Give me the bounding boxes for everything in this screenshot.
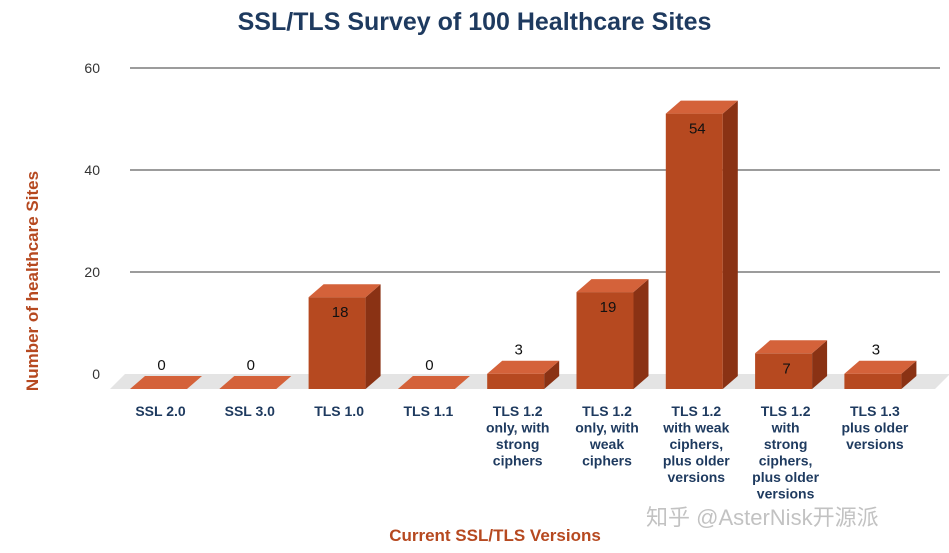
bar-value-label: 0	[247, 357, 255, 374]
bar-top	[130, 376, 202, 389]
x-tick-label-line: TLS 1.1	[404, 403, 454, 419]
x-tick-label: TLS 1.2 only, with weak ciphers	[575, 403, 639, 469]
x-tick-label: SSL 2.0	[135, 403, 186, 419]
x-tick-label-line: TLS 1.2	[493, 403, 543, 419]
x-axis-label: Current SSL/TLS Versions	[389, 526, 601, 545]
bar-top	[308, 284, 381, 298]
x-tick-label-line: only, with	[486, 420, 550, 436]
x-tick-label: TLS 1.0	[314, 403, 364, 419]
bar	[397, 376, 470, 389]
bar-front	[755, 353, 813, 389]
y-tick-label: 0	[92, 366, 100, 382]
bar	[219, 376, 292, 389]
x-tick-label-line: SSL 2.0	[135, 403, 186, 419]
bar-value-label: 7	[782, 360, 790, 377]
x-tick-label-line: TLS 1.2	[761, 403, 811, 419]
x-tick-label-line: plus older	[752, 469, 819, 485]
bar-top	[487, 360, 560, 374]
x-tick-label: TLS 1.2 only, with strong ciphers	[486, 403, 550, 469]
y-tick-label: 20	[84, 264, 100, 280]
bar-value-label: 0	[425, 357, 433, 374]
bar-side	[901, 360, 917, 389]
bar-top	[755, 340, 828, 354]
x-tick-label-line: plus older	[841, 420, 908, 436]
bar-front	[665, 113, 723, 389]
x-tick-label: TLS 1.2 with strong ciphers, plus older versi…	[752, 403, 819, 502]
x-tick-label-line: TLS 1.3	[850, 403, 900, 419]
x-tick-label-line: ciphers	[582, 453, 632, 469]
bar	[487, 360, 560, 389]
bar-value-label: 0	[157, 357, 165, 374]
x-tick-label-line: ciphers	[493, 453, 543, 469]
bar-front	[576, 292, 634, 389]
x-tick-label-line: versions	[757, 486, 815, 502]
x-tick-label: SSL 3.0	[225, 403, 276, 419]
x-tick-label-line: with	[771, 420, 800, 436]
bar-front	[308, 297, 366, 389]
x-tick-label-line: weak	[589, 436, 624, 452]
bar-side	[544, 360, 560, 389]
x-tick-label: TLS 1.2 with weak ciphers, plus older versio…	[662, 403, 730, 485]
x-tick-label-line: TLS 1.2	[582, 403, 632, 419]
x-tick-label: TLS 1.3 plus older versions	[841, 403, 908, 452]
bar	[755, 340, 828, 389]
x-tick-label-line: ciphers,	[669, 436, 723, 452]
y-tick-label: 40	[84, 162, 100, 178]
chart-title: SSL/TLS Survey of 100 Healthcare Sites	[237, 8, 712, 36]
bar-side	[812, 340, 828, 389]
bar-front	[844, 373, 902, 389]
x-tick-label-line: strong	[764, 436, 808, 452]
bar	[308, 284, 381, 389]
bar	[665, 100, 738, 389]
bar-side	[633, 279, 649, 389]
x-tick-label-line: ciphers,	[759, 453, 813, 469]
x-tick-label-line: versions	[846, 436, 904, 452]
bar-top	[576, 279, 649, 293]
x-tick-label-line: SSL 3.0	[225, 403, 276, 419]
bar-top	[219, 376, 292, 389]
bar-value-label: 3	[515, 342, 523, 359]
bar-value-label: 3	[872, 342, 880, 359]
bar-top	[844, 360, 917, 374]
y-tick-label: 60	[84, 60, 100, 76]
x-tick-label-line: TLS 1.2	[671, 403, 721, 419]
bar-value-label: 54	[689, 121, 706, 138]
bar-top	[665, 100, 738, 114]
x-tick-label-line: versions	[668, 469, 726, 485]
x-tick-label-line: strong	[496, 436, 540, 452]
bar-front	[487, 373, 545, 389]
bar	[130, 376, 202, 389]
x-tick-label: TLS 1.1	[404, 403, 454, 419]
x-tick-label-line: plus older	[663, 453, 730, 469]
bar-side	[722, 100, 738, 389]
bar	[844, 360, 917, 389]
x-tick-label-line: TLS 1.0	[314, 403, 364, 419]
bar-value-label: 19	[600, 299, 617, 316]
watermark: 知乎 @AsterNisk开源派	[646, 505, 879, 530]
x-tick-label-line: only, with	[575, 420, 639, 436]
bar	[576, 279, 649, 389]
bar-side	[365, 284, 381, 389]
bar-value-label: 18	[332, 304, 349, 321]
bar-top	[397, 376, 470, 389]
x-tick-label-line: with weak	[662, 420, 729, 436]
